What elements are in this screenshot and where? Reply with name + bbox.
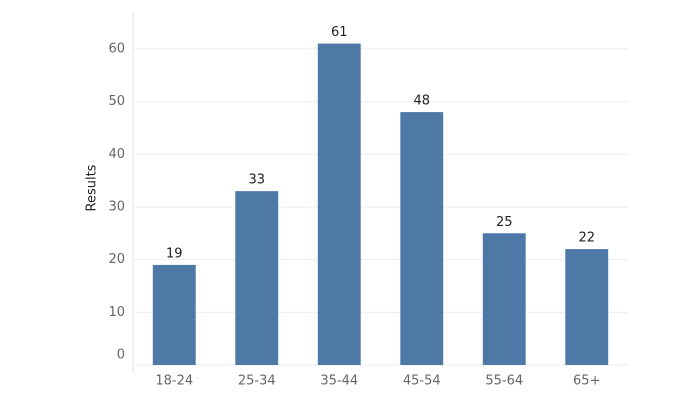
value-label: 33 <box>248 173 265 188</box>
value-label: 19 <box>166 246 183 261</box>
value-label: 22 <box>578 231 595 246</box>
y-tick-label: 0 <box>117 348 125 363</box>
x-tick-label: 45-54 <box>403 374 441 389</box>
value-label: 25 <box>496 215 513 230</box>
y-axis-label: Results <box>85 164 100 211</box>
y-tick-label: 30 <box>108 199 125 214</box>
y-tick-label: 60 <box>108 41 125 56</box>
x-tick-label: 18-24 <box>155 374 193 389</box>
bar <box>317 43 361 365</box>
x-tick-label: 65+ <box>573 374 600 389</box>
x-tick-label: 25-34 <box>238 374 276 389</box>
bar <box>482 233 526 365</box>
value-label: 61 <box>331 25 348 40</box>
bar <box>235 191 279 365</box>
y-tick-label: 40 <box>108 147 125 162</box>
x-tick-label: 35-44 <box>320 374 358 389</box>
bar <box>152 264 196 365</box>
y-tick-label: 50 <box>108 94 125 109</box>
bar <box>565 249 609 365</box>
bar <box>400 112 444 365</box>
y-tick-label: 20 <box>108 252 125 267</box>
y-tick-label: 10 <box>108 305 125 320</box>
x-tick-label: 55-64 <box>485 374 523 389</box>
value-label: 48 <box>413 94 430 109</box>
